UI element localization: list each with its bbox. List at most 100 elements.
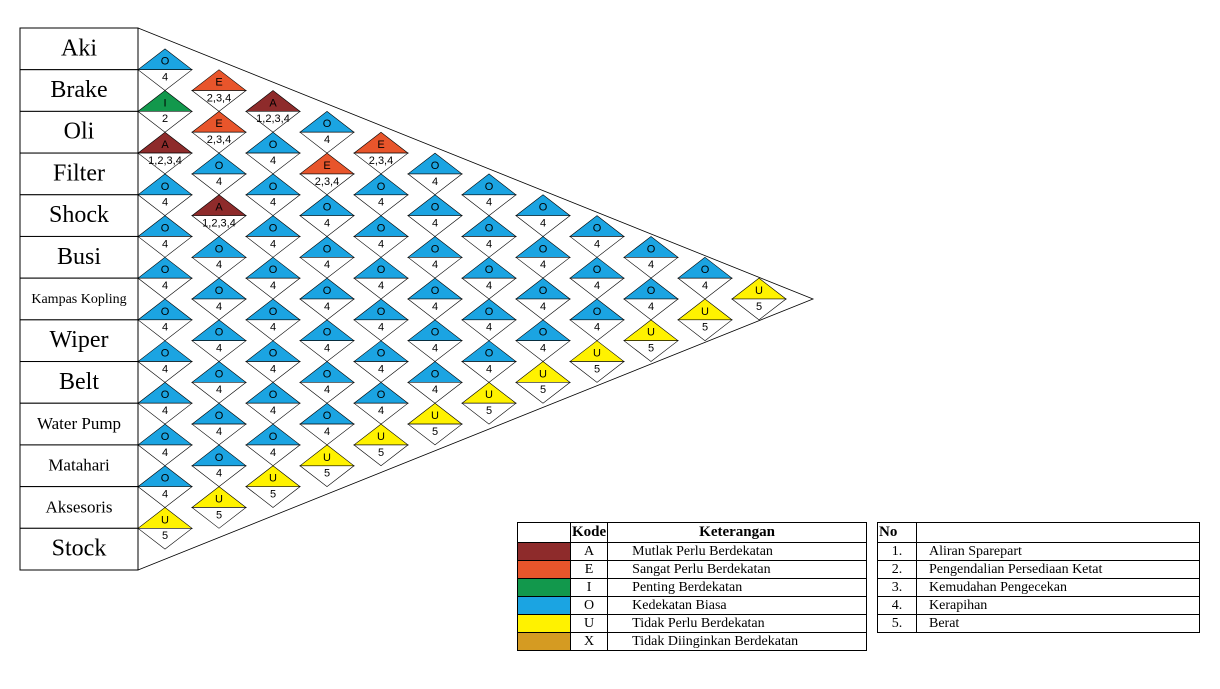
- reason-label: 4: [216, 259, 222, 271]
- reason-label: 4: [162, 405, 168, 417]
- reason-label: 4: [648, 301, 654, 313]
- code-label: O: [539, 327, 548, 339]
- code-label: O: [647, 285, 656, 297]
- code-label: E: [323, 160, 330, 172]
- dept-label: Water Pump: [37, 414, 121, 433]
- code-cell: O: [569, 596, 609, 615]
- code-label: O: [215, 452, 224, 464]
- code-label: O: [269, 181, 278, 193]
- code-label: O: [215, 285, 224, 297]
- code-label: O: [647, 243, 656, 255]
- reason-triangle: [137, 486, 193, 508]
- reason-label: 5: [216, 509, 222, 521]
- description-cell: Sangat Perlu Berdekatan: [607, 560, 867, 579]
- legend-row: 4. Kerapihan: [877, 596, 1200, 615]
- reason-triangle: [245, 277, 301, 300]
- reason-label: 4: [270, 280, 276, 292]
- reason-triangle: [677, 277, 733, 300]
- reason-label: 4: [162, 197, 168, 209]
- code-label: O: [431, 327, 440, 339]
- code-label: O: [539, 285, 548, 297]
- code-cell: I: [569, 578, 609, 597]
- color-swatch: [517, 578, 571, 597]
- reason-label: 4: [162, 363, 168, 375]
- reason-label: 5: [486, 405, 492, 417]
- description-cell: Kedekatan Biasa: [607, 596, 867, 615]
- dept-cell: [19, 486, 139, 529]
- reason-triangle: [677, 319, 733, 342]
- reason-triangle: [407, 298, 463, 321]
- reason-triangle: [299, 173, 355, 196]
- code-label: O: [269, 222, 278, 234]
- code-label: E: [215, 118, 222, 130]
- legend-row: I Penting Berdekatan: [517, 578, 867, 597]
- number-cell: 4.: [877, 596, 917, 615]
- reason-label: 5: [378, 447, 384, 459]
- reason-triangle: [515, 340, 571, 362]
- dept-label: Stock: [52, 536, 107, 562]
- color-swatch: [517, 596, 571, 615]
- reason-triangle: [569, 361, 625, 383]
- code-label: O: [161, 389, 170, 401]
- dept-label: Aksesoris: [45, 497, 112, 516]
- code-label: O: [593, 264, 602, 276]
- reason-triangle: [137, 194, 193, 216]
- reason-label: 4: [162, 447, 168, 459]
- reason-triangle: [245, 402, 301, 425]
- code-label: O: [485, 348, 494, 360]
- reason-label: 4: [270, 405, 276, 417]
- description-cell: Tidak Diinginkan Berdekatan: [607, 632, 867, 651]
- code-label: U: [485, 389, 493, 401]
- code-label: O: [323, 285, 332, 297]
- reason-label: 4: [432, 176, 438, 188]
- code-label: U: [647, 327, 655, 339]
- code-label: A: [269, 97, 277, 109]
- reason-label: 4: [594, 238, 600, 250]
- reason-triangle: [353, 319, 409, 342]
- description-cell: Penting Berdekatan: [607, 578, 867, 597]
- dept-label: Busi: [57, 244, 101, 270]
- reason-triangle: [191, 507, 247, 529]
- reason-label: 4: [594, 322, 600, 334]
- reason-triangle: [245, 152, 301, 175]
- reason-triangle: [191, 257, 247, 279]
- reason-label: 4: [486, 280, 492, 292]
- reason-label: 4: [378, 322, 384, 334]
- dept-cell: [19, 110, 139, 154]
- dept-cell: [19, 444, 139, 488]
- reason-triangle: [299, 465, 355, 487]
- code-label: O: [377, 264, 386, 276]
- code-label: O: [161, 473, 170, 485]
- dept-cell: [19, 27, 139, 71]
- reason-triangle: [191, 131, 247, 154]
- legend-row: 2. Pengendalian Persediaan Ketat: [877, 560, 1200, 579]
- code-label: U: [755, 285, 763, 297]
- code-label: O: [431, 202, 440, 214]
- code-cell: A: [569, 542, 609, 561]
- reason-label: 4: [162, 72, 168, 84]
- color-swatch: [517, 632, 571, 651]
- reason-triangle: [623, 340, 679, 362]
- dept-label: Matahari: [48, 456, 110, 475]
- code-label: U: [323, 452, 331, 464]
- reason-triangle: [299, 131, 355, 154]
- reason-triangle: [461, 194, 517, 216]
- dept-label: Aki: [61, 35, 97, 61]
- reason-triangle: [407, 257, 463, 279]
- code-label: U: [269, 473, 277, 485]
- reason-triangle: [461, 277, 517, 300]
- number-cell: 1.: [877, 542, 917, 561]
- code-label: O: [215, 327, 224, 339]
- reason-triangle: [353, 194, 409, 216]
- dept-label: Kampas Kopling: [31, 292, 126, 307]
- dept-label: Wiper: [49, 327, 108, 353]
- reason-cell: Kerapihan: [916, 596, 1200, 615]
- reason-triangle: [191, 423, 247, 446]
- reason-triangle: [245, 361, 301, 383]
- header-row: Kode Keterangan: [517, 522, 867, 543]
- reason-triangle: [191, 382, 247, 404]
- reason-triangle: [137, 236, 193, 258]
- reason-label: 4: [324, 134, 330, 146]
- reason-label: 4: [378, 405, 384, 417]
